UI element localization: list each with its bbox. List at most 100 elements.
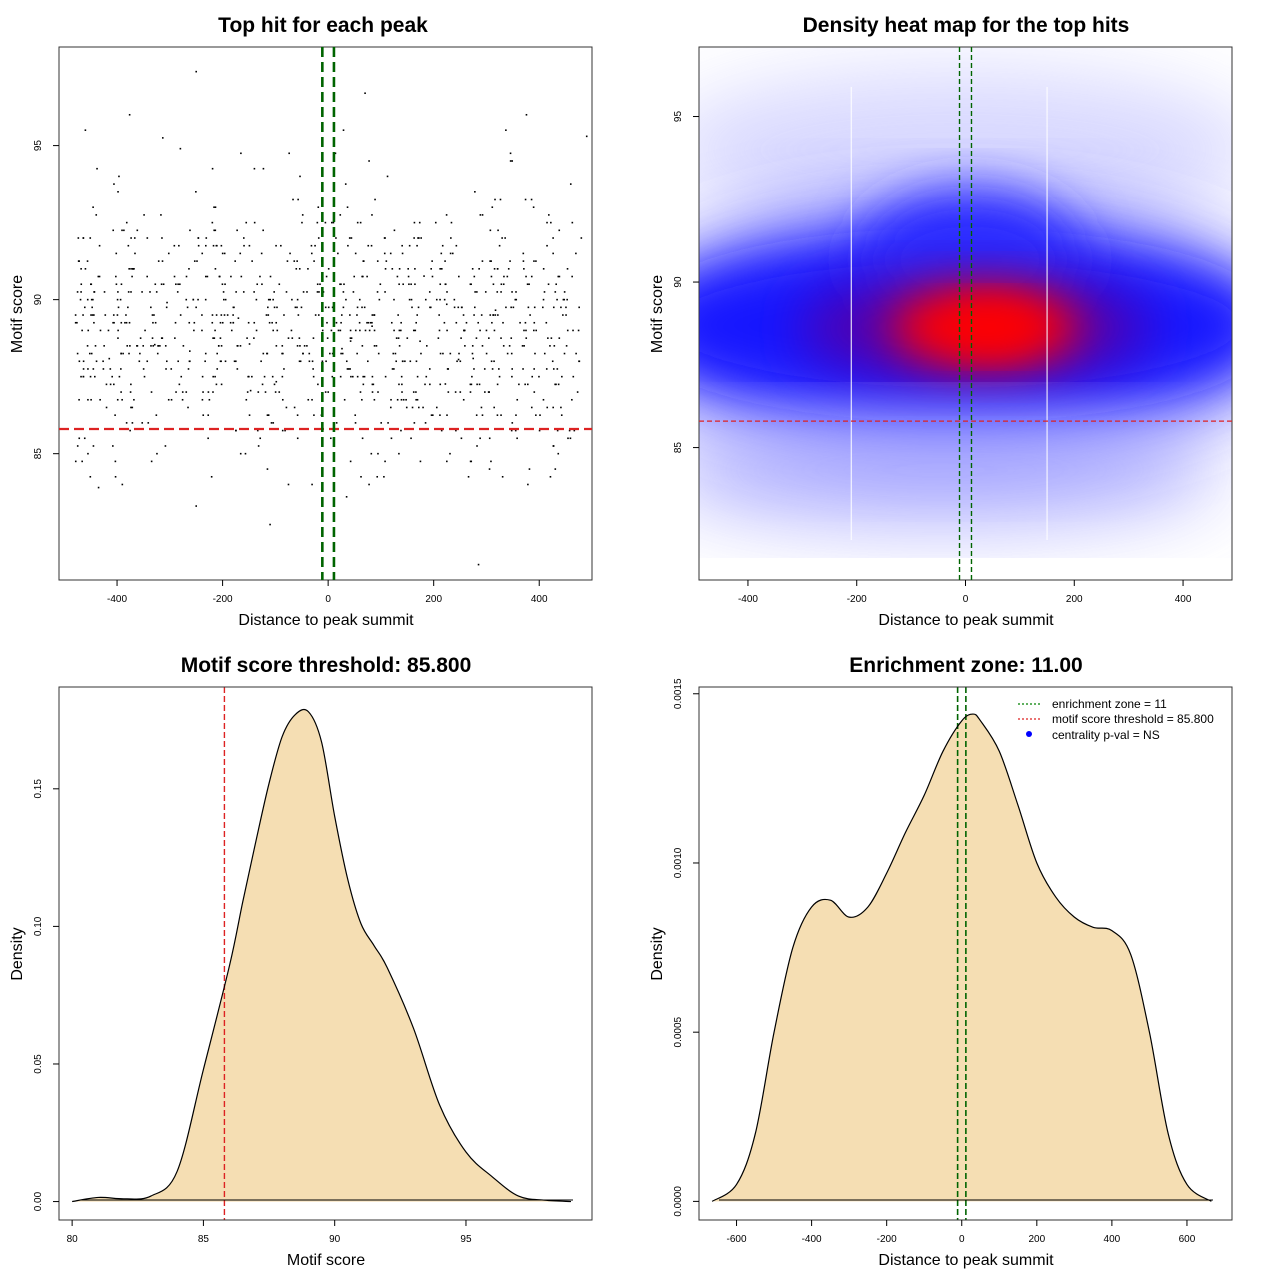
scatter-point [330, 329, 333, 332]
scatter-point [500, 291, 502, 293]
scatter-point [120, 352, 122, 355]
scatter-point [177, 360, 179, 363]
scatter-point [130, 291, 132, 293]
x-tick-label: 95 [460, 1234, 472, 1245]
scatter-point [414, 329, 417, 332]
scatter-point [208, 398, 211, 401]
panel-scatter: Top hit for each peak -400 -200 0 200 400 85 9… [9, 14, 593, 629]
scatter-point [428, 291, 431, 293]
scatter-point [471, 375, 473, 378]
scatter-point [90, 298, 93, 301]
scatter-point [480, 314, 483, 316]
scatter-point [205, 237, 208, 239]
scatter-point [214, 329, 216, 332]
scatter-point [454, 391, 457, 393]
scatter-point [195, 306, 197, 309]
scatter-point [164, 445, 167, 447]
scatter-point [342, 129, 345, 131]
scatter-point [204, 360, 206, 363]
scatter-point [91, 306, 93, 309]
scatter-point [197, 244, 200, 247]
scatter-point [354, 414, 357, 416]
scatter-point [538, 429, 541, 432]
x-tick-label: 200 [425, 594, 442, 605]
scatter-point [247, 321, 250, 324]
scatter-point [331, 306, 334, 309]
scatter-point [302, 291, 305, 293]
scatter-point [275, 380, 278, 383]
scatter-point [112, 229, 115, 232]
scatter-point [533, 368, 535, 370]
scatter-point [216, 244, 218, 247]
scatter-point [460, 306, 463, 309]
scatter-point [379, 283, 382, 286]
scatter-point [239, 452, 242, 455]
scatter-point [271, 321, 273, 324]
scatter-point [93, 321, 95, 324]
scatter-point [526, 383, 529, 386]
scatter-point [456, 360, 458, 363]
scatter-point [408, 283, 410, 286]
scatter-point [530, 406, 533, 409]
scatter-point [131, 275, 133, 278]
scatter-point [414, 268, 416, 270]
scatter-point [283, 314, 285, 316]
scatter-point [387, 422, 389, 424]
scatter-point [514, 298, 517, 301]
scatter-point [276, 329, 279, 332]
scatter-point [134, 252, 136, 255]
scatter-point [442, 352, 444, 355]
scatter-point [439, 268, 441, 270]
scatter-point [366, 275, 368, 278]
scatter-point [528, 283, 530, 286]
scatter-point [109, 383, 112, 386]
scatter-point [246, 337, 248, 339]
scatter-point [494, 309, 497, 312]
scatter-point [497, 314, 499, 316]
scatter-point [299, 345, 301, 347]
scatter-point [239, 252, 242, 255]
scatter-point [255, 329, 258, 332]
scatter-point [146, 237, 149, 239]
scatter-point [150, 391, 153, 393]
distance-density-x-label: Distance to peak summit [878, 1252, 1054, 1269]
scatter-point [150, 460, 153, 463]
scatter-point [255, 298, 258, 301]
scatter-point [507, 268, 510, 270]
scatter-point [533, 306, 536, 309]
scatter-point [264, 391, 267, 393]
scatter-point [143, 214, 145, 216]
x-tick-label: -400 [107, 594, 127, 605]
scatter-point [156, 352, 159, 355]
scatter-point [376, 475, 379, 478]
scatter-point [371, 391, 374, 393]
scatter-point [93, 291, 96, 293]
scatter-point [492, 314, 495, 316]
scatter-point [475, 414, 478, 416]
scatter-point [567, 437, 569, 440]
scatter-point [102, 368, 105, 370]
x-tick-label: -400 [738, 594, 758, 605]
scatter-point [266, 352, 268, 355]
scatter-point [398, 329, 401, 332]
scatter-point [490, 275, 493, 278]
scatter-point [86, 345, 89, 347]
scatter-point [542, 268, 545, 270]
scatter-point [347, 244, 349, 247]
scatter-point [476, 291, 478, 293]
x-tick-label: 80 [67, 1234, 79, 1245]
scatter-point [248, 414, 251, 416]
scatter-outlier-point [345, 496, 348, 498]
scatter-point [418, 406, 420, 409]
scatter-point [331, 375, 334, 378]
scatter-point [343, 398, 346, 401]
scatter-point [76, 291, 79, 293]
scatter-point [303, 345, 306, 347]
scatter-point [260, 252, 263, 255]
scatter-point [546, 406, 549, 409]
scatter-point [431, 260, 433, 262]
scatter-point [346, 368, 349, 370]
scatter-point [356, 375, 359, 378]
scatter-point [87, 368, 89, 370]
scatter-reference-lines [59, 47, 592, 580]
